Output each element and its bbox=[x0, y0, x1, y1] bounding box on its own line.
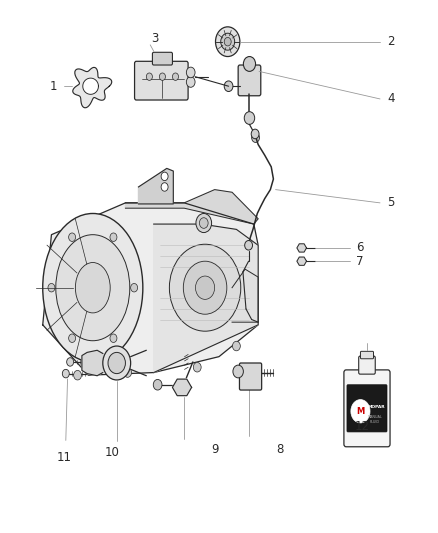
Text: 12: 12 bbox=[355, 420, 370, 433]
Polygon shape bbox=[83, 78, 99, 94]
FancyBboxPatch shape bbox=[152, 52, 173, 65]
Circle shape bbox=[159, 73, 166, 80]
Text: 3: 3 bbox=[151, 32, 158, 45]
Text: FLUID: FLUID bbox=[370, 420, 380, 424]
Text: 7: 7 bbox=[356, 255, 364, 268]
Circle shape bbox=[233, 341, 240, 351]
Polygon shape bbox=[173, 379, 191, 395]
Circle shape bbox=[131, 284, 138, 292]
Circle shape bbox=[251, 129, 259, 139]
Circle shape bbox=[244, 112, 254, 124]
FancyBboxPatch shape bbox=[134, 61, 188, 100]
Circle shape bbox=[351, 400, 370, 423]
Circle shape bbox=[67, 358, 74, 366]
Circle shape bbox=[153, 379, 162, 390]
Circle shape bbox=[161, 183, 168, 191]
Polygon shape bbox=[297, 257, 307, 265]
Ellipse shape bbox=[43, 214, 143, 362]
Polygon shape bbox=[297, 244, 307, 252]
FancyBboxPatch shape bbox=[347, 385, 387, 432]
Circle shape bbox=[48, 284, 55, 292]
Polygon shape bbox=[43, 203, 258, 375]
Text: 6: 6 bbox=[356, 241, 364, 254]
Circle shape bbox=[244, 56, 255, 71]
Text: 10: 10 bbox=[105, 446, 120, 458]
Circle shape bbox=[124, 368, 131, 377]
Circle shape bbox=[74, 370, 81, 380]
Circle shape bbox=[186, 67, 195, 78]
Circle shape bbox=[215, 27, 240, 56]
Circle shape bbox=[173, 73, 179, 80]
Text: MANUAL: MANUAL bbox=[367, 415, 382, 418]
Polygon shape bbox=[82, 350, 103, 376]
Polygon shape bbox=[232, 269, 258, 322]
Circle shape bbox=[221, 33, 235, 50]
Polygon shape bbox=[73, 67, 112, 108]
Circle shape bbox=[146, 73, 152, 80]
Circle shape bbox=[233, 365, 244, 378]
Circle shape bbox=[195, 276, 215, 300]
Polygon shape bbox=[154, 224, 258, 373]
FancyBboxPatch shape bbox=[360, 351, 374, 359]
Circle shape bbox=[62, 369, 69, 378]
Circle shape bbox=[199, 217, 208, 228]
Circle shape bbox=[196, 214, 212, 232]
FancyBboxPatch shape bbox=[359, 356, 375, 374]
Circle shape bbox=[110, 334, 117, 343]
FancyBboxPatch shape bbox=[238, 65, 261, 96]
Circle shape bbox=[108, 352, 125, 374]
Circle shape bbox=[224, 37, 231, 46]
Text: 2: 2 bbox=[387, 35, 395, 48]
Polygon shape bbox=[138, 168, 173, 204]
Text: 9: 9 bbox=[211, 443, 219, 456]
Text: MOPAR: MOPAR bbox=[368, 405, 385, 409]
Circle shape bbox=[103, 346, 131, 380]
Circle shape bbox=[193, 362, 201, 372]
Circle shape bbox=[110, 233, 117, 241]
Circle shape bbox=[186, 77, 195, 87]
Text: 11: 11 bbox=[57, 451, 72, 464]
Ellipse shape bbox=[75, 263, 110, 313]
Text: 1: 1 bbox=[50, 80, 57, 93]
FancyBboxPatch shape bbox=[240, 363, 261, 390]
Polygon shape bbox=[125, 190, 258, 224]
Text: M: M bbox=[357, 407, 364, 416]
Circle shape bbox=[245, 240, 253, 250]
Circle shape bbox=[170, 244, 241, 331]
Circle shape bbox=[69, 334, 76, 343]
Text: 5: 5 bbox=[387, 196, 395, 209]
Circle shape bbox=[184, 261, 227, 314]
Circle shape bbox=[252, 133, 259, 142]
Circle shape bbox=[69, 233, 76, 241]
Circle shape bbox=[224, 81, 233, 92]
Ellipse shape bbox=[56, 235, 130, 341]
Text: 8: 8 bbox=[276, 443, 284, 456]
FancyBboxPatch shape bbox=[344, 370, 390, 447]
Circle shape bbox=[161, 172, 168, 181]
Text: 4: 4 bbox=[387, 92, 395, 106]
